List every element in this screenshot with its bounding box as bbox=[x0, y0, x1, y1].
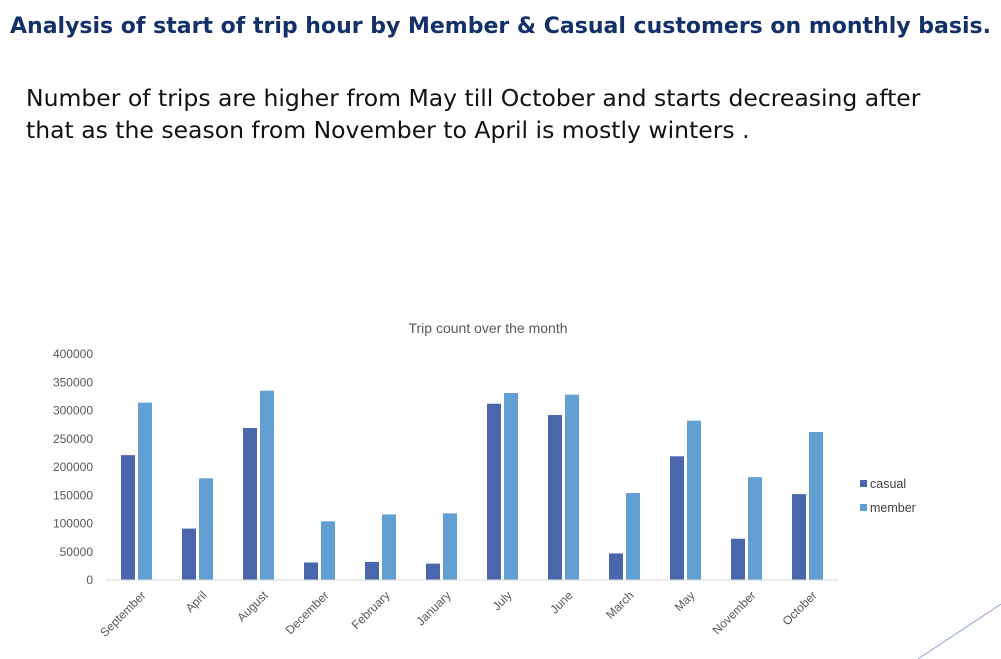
x-tick-label: September bbox=[97, 588, 148, 639]
x-tick-label: June bbox=[547, 588, 576, 617]
bar-member-september bbox=[138, 402, 152, 580]
x-tick-label: October bbox=[780, 588, 820, 628]
bar-member-june bbox=[565, 394, 579, 580]
y-tick-label: 250000 bbox=[53, 432, 93, 446]
chart-legend: casual member bbox=[860, 477, 916, 515]
y-tick-label: 100000 bbox=[53, 517, 93, 531]
bar-member-april bbox=[199, 478, 213, 580]
y-tick-label: 300000 bbox=[53, 404, 93, 418]
bar-casual-january bbox=[426, 563, 440, 580]
bar-member-january bbox=[443, 513, 457, 580]
legend-label-member: member bbox=[870, 501, 916, 515]
legend-label-casual: casual bbox=[870, 477, 906, 491]
decorative-accent-line bbox=[917, 603, 1001, 659]
y-tick-label: 400000 bbox=[53, 347, 93, 361]
bar-casual-june bbox=[548, 415, 562, 580]
x-tick-label: February bbox=[349, 588, 393, 632]
x-tick-label: March bbox=[603, 588, 636, 621]
bar-member-february bbox=[382, 514, 396, 580]
x-tick-label: May bbox=[672, 588, 698, 614]
bar-casual-april bbox=[182, 528, 196, 580]
y-tick-label: 50000 bbox=[60, 545, 94, 559]
bar-casual-july bbox=[487, 403, 501, 580]
slide-title: Analysis of start of trip hour by Member… bbox=[10, 14, 991, 39]
x-tick-label: November bbox=[710, 588, 759, 637]
bar-member-december bbox=[321, 521, 335, 580]
y-tick-label: 200000 bbox=[53, 460, 93, 474]
y-tick-label: 350000 bbox=[53, 375, 93, 389]
x-tick-label: July bbox=[490, 588, 515, 613]
y-tick-label: 0 bbox=[86, 573, 93, 587]
y-axis-ticks: 0 50000 100000 150000 200000 250000 300000 3500… bbox=[53, 347, 93, 587]
legend-swatch-member bbox=[860, 504, 867, 511]
bar-member-october bbox=[809, 431, 823, 580]
x-tick-label: January bbox=[414, 588, 454, 628]
bar-casual-september bbox=[121, 455, 135, 580]
bar-casual-december bbox=[304, 562, 318, 580]
bar-casual-august bbox=[243, 428, 257, 580]
x-tick-label: December bbox=[283, 588, 332, 637]
bar-casual-february bbox=[365, 561, 379, 580]
bar-member-november bbox=[748, 477, 762, 580]
chart-bars bbox=[121, 390, 823, 580]
bar-member-march bbox=[626, 492, 640, 580]
x-tick-label: April bbox=[183, 588, 210, 615]
bar-casual-november bbox=[731, 538, 745, 580]
x-tick-label: August bbox=[234, 588, 271, 625]
bar-member-may bbox=[687, 420, 701, 580]
y-tick-label: 150000 bbox=[53, 488, 93, 502]
bar-casual-march bbox=[609, 553, 623, 580]
chart-title: Trip count over the month bbox=[408, 320, 567, 336]
bar-member-august bbox=[260, 390, 274, 580]
slide-body-text: Number of trips are higher from May till… bbox=[26, 84, 921, 144]
x-axis-ticks: September April August December February Janu… bbox=[97, 588, 819, 640]
bar-member-july bbox=[504, 392, 518, 580]
bar-casual-may bbox=[670, 456, 684, 580]
legend-swatch-casual bbox=[860, 480, 867, 487]
bar-casual-october bbox=[792, 494, 806, 580]
